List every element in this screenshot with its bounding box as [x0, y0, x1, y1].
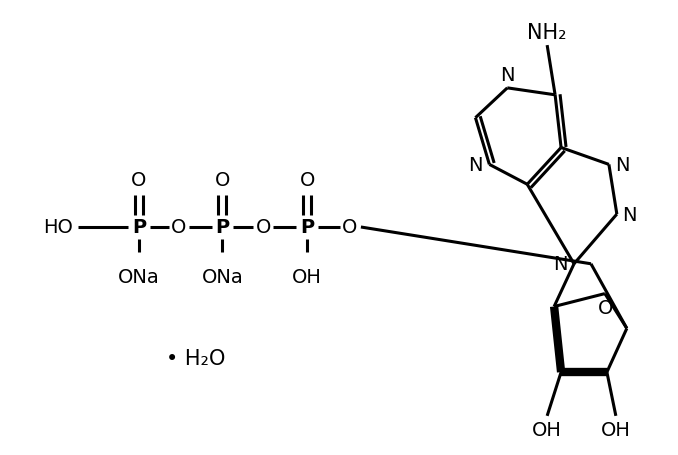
Text: O: O	[256, 218, 271, 237]
Text: P: P	[300, 218, 314, 237]
Text: N: N	[500, 66, 515, 85]
Text: N: N	[622, 205, 637, 224]
Text: ONa: ONa	[201, 268, 243, 287]
Text: HO: HO	[43, 218, 73, 237]
Text: • H₂O: • H₂O	[166, 349, 225, 369]
Text: ONa: ONa	[118, 268, 160, 287]
Text: O: O	[342, 218, 357, 237]
Text: P: P	[216, 218, 230, 237]
Text: O: O	[215, 171, 230, 189]
Text: P: P	[132, 218, 146, 237]
Text: N: N	[468, 156, 483, 175]
Text: O: O	[131, 171, 146, 189]
Text: O: O	[300, 171, 315, 189]
Text: N: N	[553, 255, 567, 273]
Text: OH: OH	[601, 420, 631, 439]
Text: N: N	[616, 156, 630, 175]
Text: OH: OH	[292, 268, 322, 287]
Text: OH: OH	[532, 420, 562, 439]
Text: NH₂: NH₂	[527, 23, 567, 43]
Text: O: O	[171, 218, 186, 237]
Text: O: O	[598, 298, 614, 317]
